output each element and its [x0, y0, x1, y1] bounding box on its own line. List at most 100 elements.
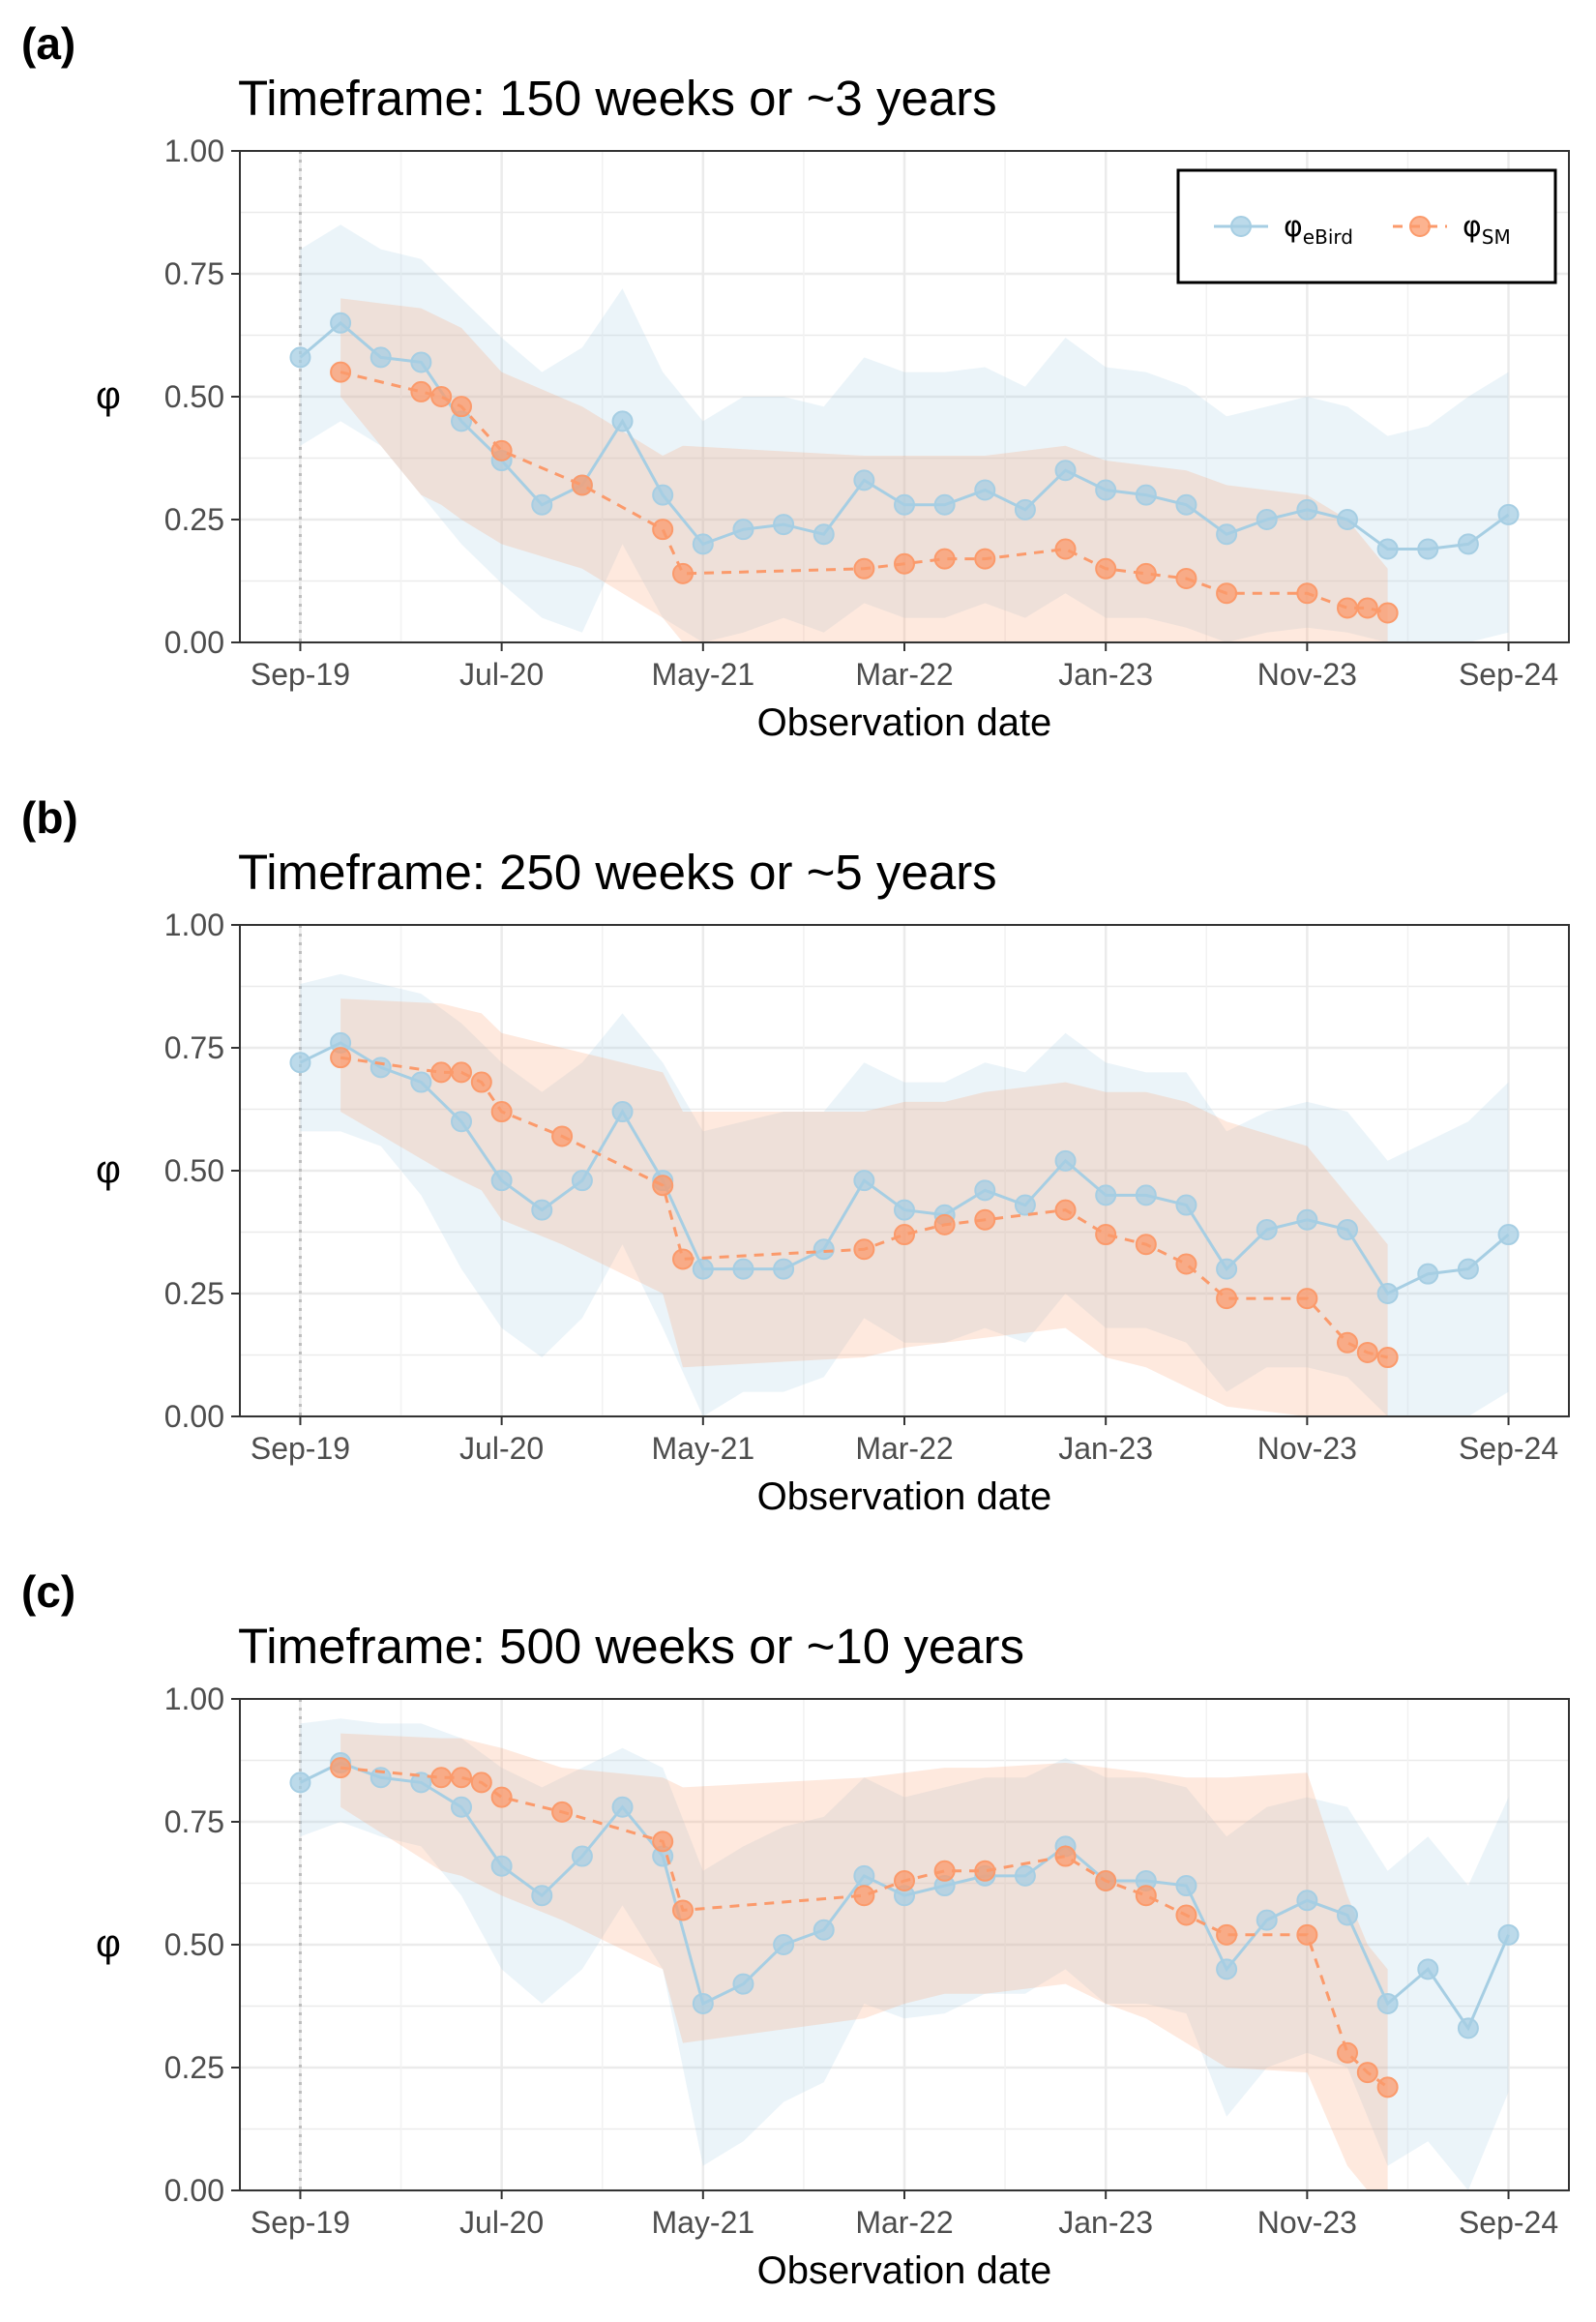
- point-ebird: [1457, 1258, 1479, 1280]
- point-ebird: [410, 351, 432, 373]
- point-ebird: [369, 346, 392, 369]
- series-line-sm: [340, 371, 1388, 614]
- point-sm: [571, 474, 593, 496]
- point-sm: [1376, 2076, 1399, 2099]
- point-ebird: [1296, 498, 1318, 521]
- y-tick-label: 0.00: [164, 625, 224, 660]
- point-ebird: [571, 1170, 593, 1192]
- x-tick-label: Sep-19: [251, 1431, 350, 1466]
- panel-a: (a) Timeframe: 150 weeks or ~3 years 0.0…: [0, 0, 1596, 774]
- y-axis-title: φ: [96, 374, 121, 417]
- point-sm: [974, 1860, 996, 1882]
- point-ebird: [1497, 1224, 1520, 1246]
- x-tick-label: Sep-24: [1459, 1431, 1558, 1466]
- point-ebird: [451, 1111, 472, 1133]
- chart-b: 0.00 0.25 0.50 0.75 1.00 Sep-19 Jul-20 May-21 Ma…: [96, 908, 1570, 1518]
- point-sm: [933, 1860, 956, 1882]
- legend-key-point: [1409, 216, 1431, 237]
- point-sm: [451, 396, 472, 418]
- point-ebird: [773, 1258, 795, 1280]
- point-ebird: [611, 1796, 634, 1818]
- point-ebird: [330, 312, 352, 334]
- point-ebird: [369, 1767, 392, 1789]
- point-sm: [470, 1771, 492, 1794]
- point-ebird: [732, 519, 754, 541]
- y-tick-label: 0.75: [164, 256, 224, 291]
- point-sm: [1216, 1288, 1238, 1310]
- point-ebird: [1497, 503, 1520, 525]
- point-ebird: [853, 469, 875, 491]
- band-ebird: [300, 1718, 1509, 2190]
- point-ebird: [692, 1992, 714, 2014]
- x-tick-label: Nov-23: [1257, 2205, 1357, 2240]
- legend-key-point: [1230, 216, 1252, 237]
- point-sm: [652, 1831, 674, 1853]
- chart-c: 0.00 0.25 0.50 0.75 1.00 Sep-19 Jul-20 May-21 Ma…: [96, 1682, 1570, 2292]
- point-sm: [1337, 1331, 1358, 1354]
- point-sm: [1175, 1904, 1197, 1926]
- point-ebird: [1337, 509, 1358, 530]
- point-ebird: [1216, 1258, 1238, 1280]
- y-tick-label: 0.25: [164, 1276, 224, 1311]
- point-sm: [1175, 567, 1197, 589]
- point-ebird: [531, 1885, 553, 1907]
- y-tick-label: 0.50: [164, 379, 224, 414]
- point-sm: [1054, 538, 1077, 560]
- x-tick-label: May-21: [651, 1431, 754, 1466]
- point-sm: [672, 562, 694, 584]
- panel-letter: (b): [21, 792, 78, 843]
- point-ebird: [410, 1071, 432, 1093]
- point-ebird: [1337, 1904, 1358, 1926]
- point-ebird: [1095, 479, 1117, 501]
- point-sm: [551, 1801, 574, 1823]
- point-ebird: [1256, 509, 1278, 530]
- point-ebird: [1497, 1923, 1520, 1946]
- point-ebird: [813, 1919, 835, 1941]
- x-tick-label: Jul-20: [459, 2205, 544, 2240]
- point-ebird: [1376, 538, 1399, 560]
- point-sm: [894, 552, 915, 575]
- point-ebird: [1054, 1149, 1077, 1172]
- point-ebird: [773, 1934, 795, 1955]
- y-tick-label: 0.50: [164, 1927, 224, 1962]
- point-ebird: [974, 1179, 996, 1202]
- point-ebird: [652, 484, 674, 506]
- point-ebird: [974, 479, 996, 501]
- point-ebird: [571, 1845, 593, 1867]
- y-axis-title: φ: [96, 1148, 121, 1191]
- point-ebird: [490, 1855, 513, 1877]
- y-tick-label: 1.00: [164, 908, 224, 942]
- point-sm: [1095, 1869, 1117, 1891]
- point-sm: [1337, 2041, 1358, 2064]
- x-tick-label: Sep-19: [251, 2205, 350, 2240]
- point-ebird: [1417, 538, 1439, 560]
- point-ebird: [1296, 1890, 1318, 1912]
- y-tick-label: 0.50: [164, 1153, 224, 1188]
- point-sm: [974, 548, 996, 570]
- point-sm: [1356, 597, 1378, 619]
- point-ebird: [289, 1771, 311, 1794]
- band-ebird: [300, 224, 1509, 642]
- point-ebird: [1376, 1283, 1399, 1304]
- point-ebird: [611, 1101, 634, 1123]
- point-sm: [1135, 1885, 1157, 1907]
- point-ebird: [451, 1796, 472, 1818]
- series-line-sm: [340, 1766, 1389, 2089]
- point-ebird: [853, 1864, 875, 1887]
- point-ebird: [1337, 1218, 1358, 1240]
- point-sm: [1135, 1234, 1157, 1256]
- x-tick-label: Jul-20: [459, 657, 544, 692]
- point-sm: [1296, 582, 1318, 605]
- point-sm: [1356, 1341, 1378, 1363]
- point-ebird: [289, 346, 311, 369]
- chart-a: 0.00 0.25 0.50 0.75 1.00 Sep-19 Jul-20 May-21 Ma…: [96, 134, 1570, 744]
- point-ebird: [1256, 1909, 1278, 1931]
- panel-letter: (c): [21, 1566, 76, 1617]
- point-sm: [1337, 597, 1358, 619]
- point-ebird: [611, 410, 634, 432]
- point-sm: [1296, 1288, 1318, 1310]
- point-ebird: [1417, 1958, 1439, 1980]
- point-ebird: [1014, 1864, 1036, 1887]
- point-sm: [1095, 557, 1117, 580]
- point-ebird: [1175, 1875, 1197, 1897]
